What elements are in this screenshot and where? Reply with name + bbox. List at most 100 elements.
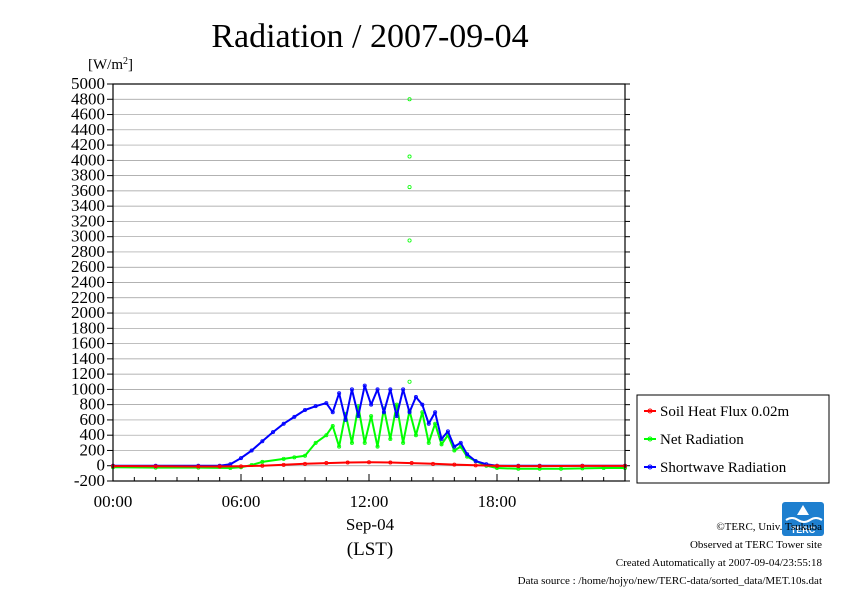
data-point [260,439,265,444]
legend-marker [647,436,653,442]
y-tick-label: 4000 [71,150,105,169]
data-point [324,433,329,438]
data-point [426,440,431,445]
data-point [292,455,297,460]
y-tick-label: 1600 [71,334,105,353]
data-point [473,463,478,468]
data-point [281,462,286,467]
data-point [302,407,307,412]
y-axis-ticks: -200020040060080010001200140016001800200… [71,74,630,490]
data-point [452,462,457,467]
y-tick-label: 3600 [71,181,105,200]
legend-marker [647,408,653,414]
data-point [452,448,457,453]
data-point [330,424,335,429]
data-point [433,421,438,426]
data-point [324,461,329,466]
data-point [537,464,542,469]
data-point [369,402,374,407]
series-line-net-radiation [112,403,625,470]
y-tick-label: 2000 [71,303,105,322]
y-axis-unit-sup: 2 [123,56,128,67]
legend: Soil Heat Flux 0.02m Net Radiation Shortwa… [636,394,830,484]
data-point [388,437,393,442]
y-tick-label: 4200 [71,135,105,154]
y-tick-label: 2400 [71,273,105,292]
data-point [369,414,374,419]
data-point [433,410,438,415]
legend-label: Shortwave Radiation [660,460,787,476]
data-point [362,383,367,388]
data-point [401,387,406,392]
data-point [260,459,265,464]
y-tick-label: 2200 [71,288,105,307]
data-point [337,444,342,449]
outlier-point [407,379,412,384]
outlier-point [407,154,412,159]
series-line-shortwave-radiation [113,384,625,467]
data-point [238,456,243,461]
data-point [445,429,450,434]
footer-copyright: ©TERC, Univ. Tsukuba [716,521,822,533]
data-point [473,459,478,464]
grid-lines [113,83,625,482]
y-tick-label: -200 [74,471,105,490]
data-point [394,402,399,407]
data-point [439,437,444,442]
data-point [345,460,350,465]
data-point [465,452,470,457]
data-point [330,410,335,415]
y-tick-label: 400 [80,425,106,444]
data-point [238,464,243,469]
data-point [217,464,222,469]
footer-source: Data source : /home/hojyo/new/TERC-data/… [517,575,822,587]
data-point [388,460,393,465]
legend-marker [647,464,653,470]
legend-label: Net Radiation [660,432,744,448]
footer-site: Observed at TERC Tower site [689,539,822,551]
data-point [375,444,380,449]
y-tick-label: 3000 [71,227,105,246]
data-point [452,444,457,449]
data-point [458,440,463,445]
terc-logo-icon: TERC [782,502,824,536]
data-point [313,440,318,445]
y-tick-label: 3400 [71,196,105,215]
y-tick-label: 200 [80,440,106,459]
data-point [281,456,286,461]
outlier-point [407,238,412,243]
y-tick-label: 1400 [71,349,105,368]
data-point [420,402,425,407]
data-point [302,461,307,466]
y-tick-label: 800 [80,395,106,414]
x-axis-date-label: Sep-04 [346,515,395,534]
data-point [580,463,585,468]
y-tick-label: 4400 [71,120,105,139]
data-point [409,461,414,466]
legend-label: Soil Heat Flux 0.02m [660,404,790,420]
x-axis-unit-label: (LST) [347,539,393,560]
y-tick-label: 2800 [71,242,105,261]
y-tick-label: 4800 [71,89,105,108]
chart-title: Radiation / 2007-09-04 [211,18,528,55]
data-point [356,414,361,419]
y-tick-label: 3200 [71,211,105,230]
series-layer [111,97,628,471]
y-tick-label: 5000 [71,74,105,93]
data-point [559,466,564,471]
data-point [366,460,371,465]
y-tick-label: 1000 [71,379,105,398]
data-point [270,430,275,435]
data-point [388,387,393,392]
data-point [375,387,380,392]
data-point [516,464,521,469]
x-tick-label: 18:00 [478,492,517,511]
data-point [343,417,348,422]
data-point [407,410,412,415]
footer-created: Created Automatically at 2007-09-04/23:5… [615,557,822,569]
data-point [349,387,354,392]
y-tick-label: 0 [97,456,106,475]
data-point [313,404,318,409]
data-point [349,440,354,445]
